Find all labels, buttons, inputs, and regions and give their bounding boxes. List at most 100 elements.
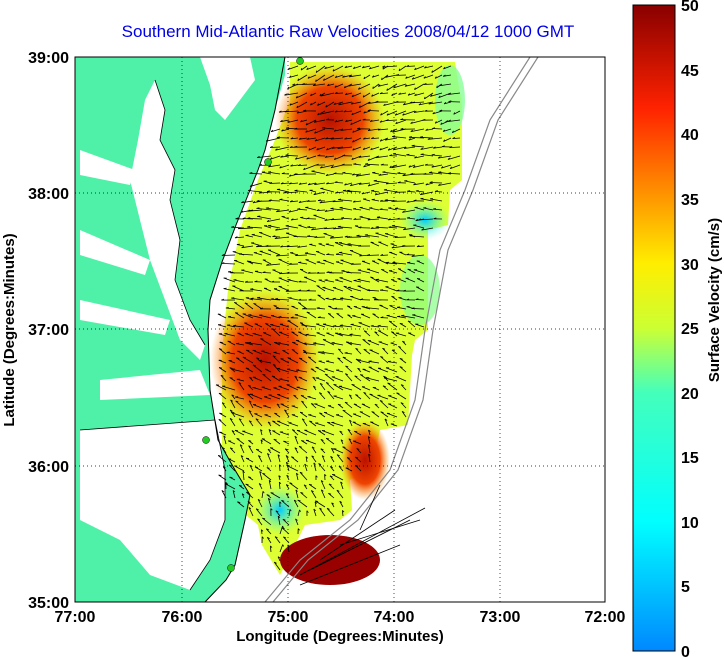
y-tick-label: 36:00 bbox=[28, 459, 69, 476]
velocity-vector bbox=[357, 359, 371, 364]
velocity-vector bbox=[310, 92, 317, 97]
velocity-vector bbox=[229, 418, 236, 427]
velocity-vector bbox=[378, 241, 389, 247]
velocity-vector bbox=[310, 101, 317, 106]
velocity-vector-head bbox=[343, 285, 347, 288]
velocity-vector-head bbox=[352, 200, 356, 203]
velocity-vector-head bbox=[271, 280, 275, 283]
velocity-vector bbox=[351, 101, 362, 105]
velocity-vector bbox=[388, 218, 398, 221]
velocity-vector bbox=[353, 65, 362, 69]
velocity-vector-head bbox=[299, 471, 303, 474]
velocity-vector bbox=[423, 207, 434, 211]
velocity-vector bbox=[285, 484, 290, 490]
velocity-vector-head bbox=[409, 234, 413, 237]
velocity-vector bbox=[395, 332, 407, 337]
velocity-vector-head bbox=[383, 103, 386, 106]
velocity-vector bbox=[438, 155, 452, 159]
velocity-vector bbox=[231, 430, 236, 436]
velocity-vector-head bbox=[346, 236, 350, 238]
velocity-vector bbox=[229, 367, 236, 373]
velocity-vector bbox=[332, 298, 344, 301]
velocity-vector-head bbox=[254, 466, 258, 468]
velocity-vector-head bbox=[333, 227, 336, 230]
velocity-vector-head bbox=[307, 76, 310, 79]
velocity-vector-head bbox=[255, 418, 259, 421]
velocity-vector bbox=[425, 128, 434, 131]
velocity-vector-head bbox=[391, 246, 395, 249]
colorbar-tick: 20 bbox=[681, 386, 699, 403]
velocity-vector-head bbox=[355, 174, 359, 177]
velocity-vector bbox=[373, 180, 389, 184]
velocity-vector-head bbox=[319, 201, 323, 204]
velocity-vector-head bbox=[350, 262, 354, 265]
velocity-vector-head bbox=[231, 226, 235, 228]
velocity-vector-head bbox=[358, 182, 362, 185]
velocity-vector bbox=[359, 411, 371, 418]
velocity-vector-head bbox=[298, 200, 302, 203]
velocity-vector-head bbox=[240, 210, 244, 213]
velocity-vector bbox=[413, 164, 425, 168]
velocity-vector bbox=[342, 172, 353, 175]
velocity-vector bbox=[318, 463, 326, 472]
velocity-vector-head bbox=[415, 218, 419, 222]
velocity-vector bbox=[363, 330, 371, 337]
velocity-vector bbox=[377, 394, 389, 400]
velocity-vector-head bbox=[298, 445, 302, 448]
velocity-vector-head bbox=[431, 153, 435, 156]
velocity-vector bbox=[248, 410, 254, 418]
velocity-vector bbox=[311, 170, 326, 175]
velocity-vector-head bbox=[370, 147, 373, 151]
velocity-vector bbox=[344, 182, 353, 186]
velocity-vector bbox=[260, 439, 263, 445]
velocity-vector-head bbox=[249, 420, 252, 423]
colorbar-tick: 30 bbox=[681, 257, 699, 274]
velocity-vector-head bbox=[386, 88, 388, 91]
velocity-vector-head bbox=[300, 67, 303, 71]
velocity-vector-head bbox=[382, 347, 386, 350]
velocity-vector-head bbox=[395, 121, 398, 124]
velocity-vector-head bbox=[402, 113, 405, 116]
axes-frame bbox=[74, 56, 606, 603]
velocity-vector bbox=[362, 65, 371, 69]
velocity-vector-head bbox=[310, 93, 312, 96]
velocity-vector-head bbox=[419, 136, 423, 138]
velocity-vector bbox=[352, 421, 362, 427]
velocity-vector-head bbox=[318, 463, 322, 465]
velocity-vector-head bbox=[300, 395, 304, 397]
velocity-vector bbox=[217, 324, 227, 328]
velocity-vector-head bbox=[354, 375, 358, 378]
velocity-vector-head bbox=[285, 127, 290, 129]
velocity-vector-head bbox=[445, 120, 449, 123]
velocity-vector-head bbox=[411, 307, 415, 309]
velocity-vector-head bbox=[429, 171, 433, 173]
velocity-vector bbox=[365, 163, 380, 166]
velocity-vector bbox=[218, 367, 227, 373]
velocity-vector-head bbox=[411, 144, 415, 147]
velocity-vector bbox=[353, 200, 362, 203]
velocity-vector-head bbox=[245, 483, 249, 486]
velocity-vector bbox=[289, 482, 299, 490]
velocity-vector-head bbox=[276, 210, 279, 213]
velocity-vector bbox=[401, 411, 407, 418]
velocity-vector bbox=[382, 347, 389, 355]
velocity-vector bbox=[247, 218, 263, 220]
velocity-vector-head bbox=[298, 298, 302, 301]
velocity-vector-head bbox=[415, 190, 419, 192]
velocity-vector bbox=[268, 164, 281, 168]
velocity-vector-head bbox=[420, 153, 424, 155]
velocity-vector bbox=[275, 298, 290, 301]
velocity-vector-head bbox=[333, 129, 337, 132]
velocity-vector-head bbox=[260, 338, 264, 340]
velocity-vector bbox=[380, 110, 389, 116]
velocity-vector bbox=[221, 402, 227, 409]
velocity-vector bbox=[333, 448, 344, 454]
velocity-vector bbox=[342, 446, 353, 454]
velocity-vector bbox=[336, 454, 344, 463]
velocity-vector bbox=[319, 392, 326, 400]
velocity-vector bbox=[239, 444, 245, 454]
velocity-vector bbox=[383, 377, 398, 382]
velocity-vector bbox=[352, 413, 362, 418]
velocity-vector bbox=[291, 218, 299, 221]
velocity-vector-head bbox=[433, 208, 436, 210]
